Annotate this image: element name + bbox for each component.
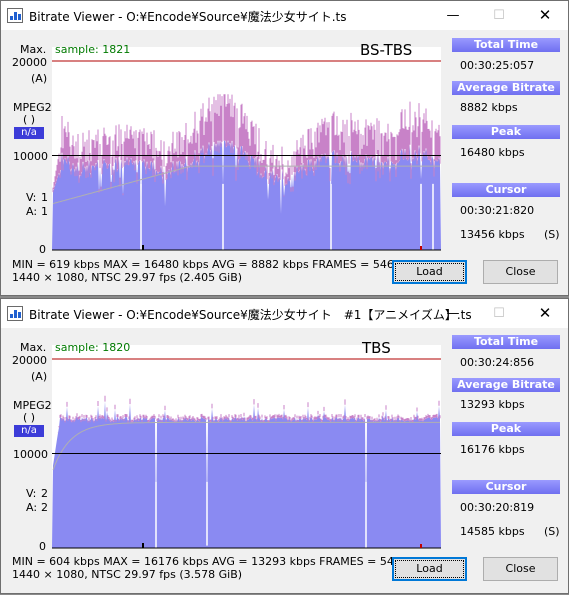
load-button-label: Load	[416, 562, 443, 575]
zero-value: 0	[39, 540, 46, 553]
cursor-time: 00:30:20:819	[460, 501, 535, 514]
bitrate-graph[interactable]	[1, 1, 568, 295]
max-value: 20000	[12, 354, 47, 367]
max-value: 20000	[12, 56, 47, 69]
average-bitrate-header: Average Bitrate	[452, 378, 560, 392]
maximize-button[interactable]: ☐	[493, 8, 505, 23]
v-value: 1	[41, 191, 48, 204]
minimize-button[interactable]: —	[446, 8, 460, 23]
close-button[interactable]: Close	[483, 260, 558, 284]
peak-header: Peak	[452, 125, 560, 139]
average-bitrate-header: Average Bitrate	[452, 81, 560, 95]
maximize-button[interactable]: ☐	[493, 306, 505, 321]
bitrate-fill	[52, 401, 441, 548]
plot-separator	[441, 47, 446, 250]
a-label: A:	[26, 501, 38, 514]
v-label: V:	[26, 487, 37, 500]
position-marker	[142, 245, 144, 250]
cursor-marker	[420, 246, 422, 250]
codec-label: MPEG2	[13, 399, 52, 412]
average-bitrate-value: 8882 kbps	[460, 101, 518, 114]
total-time-header: Total Time	[452, 335, 560, 349]
peak-header: Peak	[452, 422, 560, 436]
cursor-time: 00:30:21:820	[460, 204, 535, 217]
close-button-label: Close	[505, 562, 536, 575]
max-label: Max.	[20, 43, 47, 56]
stats-format: 1440 × 1080, NTSC 29.97 fps (2.405 GiB)	[12, 271, 243, 284]
sample-label: sample: 1820	[55, 341, 131, 354]
load-button-label: Load	[416, 265, 443, 278]
average-curve	[52, 165, 440, 205]
load-button[interactable]: Load	[392, 260, 467, 284]
cursor-mode: (S)	[544, 228, 560, 241]
v-value: 2	[41, 487, 48, 500]
stats-format: 1440 × 1080, NTSC 29.97 fps (3.578 GiB)	[12, 568, 243, 581]
app-icon	[7, 8, 23, 23]
codec-sub: ( )	[23, 411, 36, 424]
a-value: 1	[41, 205, 48, 218]
channel-name: TBS	[362, 339, 391, 357]
plot-separator	[441, 345, 446, 548]
close-button-label: Close	[505, 265, 536, 278]
window-title: Bitrate Viewer - O:¥Encode¥Source¥魔法少女サイ…	[29, 10, 347, 24]
max-label: Max.	[20, 341, 47, 354]
codec-sub: ( )	[23, 113, 36, 126]
channel-name: BS-TBS	[360, 41, 413, 59]
na-badge: n/a	[14, 127, 44, 139]
stats-summary: MIN = 619 kbps MAX = 16480 kbps AVG = 88…	[12, 258, 408, 271]
title-bar[interactable]: Bitrate Viewer - O:¥Encode¥Source¥魔法少女サイ…	[1, 299, 568, 328]
average-curve	[52, 421, 440, 471]
zero-value: 0	[39, 243, 46, 256]
bitrate-viewer-window-1: Bitrate Viewer - O:¥Encode¥Source¥魔法少女サイ…	[0, 0, 569, 296]
mid-value: 10000	[13, 448, 48, 461]
mid-value: 10000	[13, 150, 48, 163]
close-window-button[interactable]: ✕	[538, 304, 552, 322]
unit-label: (A)	[31, 370, 48, 383]
cursor-header: Cursor	[452, 480, 560, 494]
a-value: 2	[41, 501, 48, 514]
bitrate-graph[interactable]	[1, 299, 568, 593]
stats-summary: MIN = 604 kbps MAX = 16176 kbps AVG = 13…	[12, 555, 415, 568]
sample-label: sample: 1821	[55, 43, 131, 56]
codec-label: MPEG2	[13, 101, 52, 114]
na-badge: n/a	[14, 425, 44, 437]
total-time-value: 00:30:24:856	[460, 356, 535, 369]
bitrate-peaks	[57, 395, 441, 433]
window-title: Bitrate Viewer - O:¥Encode¥Source¥魔法少女サイ…	[29, 308, 472, 322]
bitrate-peaks	[52, 94, 441, 197]
total-time-value: 00:30:25:057	[460, 59, 535, 72]
total-time-header: Total Time	[452, 38, 560, 52]
peak-value: 16480 kbps	[460, 146, 525, 159]
minimize-button[interactable]: —	[446, 306, 460, 321]
close-button[interactable]: Close	[483, 557, 558, 581]
bitrate-fill	[52, 140, 441, 250]
close-window-button[interactable]: ✕	[538, 6, 552, 24]
a-label: A:	[26, 205, 38, 218]
cursor-mode: (S)	[544, 525, 560, 538]
app-icon	[7, 306, 23, 321]
title-bar[interactable]: Bitrate Viewer - O:¥Encode¥Source¥魔法少女サイ…	[1, 1, 568, 30]
bitrate-viewer-window-2: Bitrate Viewer - O:¥Encode¥Source¥魔法少女サイ…	[0, 298, 569, 594]
cursor-marker	[420, 544, 422, 548]
cursor-rate: 14585 kbps	[460, 525, 525, 538]
load-button[interactable]: Load	[392, 557, 467, 581]
peak-value: 16176 kbps	[460, 443, 525, 456]
v-label: V:	[26, 191, 37, 204]
cursor-rate: 13456 kbps	[460, 228, 525, 241]
position-marker	[142, 543, 144, 548]
average-bitrate-value: 13293 kbps	[460, 398, 525, 411]
unit-label: (A)	[31, 72, 48, 85]
cursor-header: Cursor	[452, 183, 560, 197]
